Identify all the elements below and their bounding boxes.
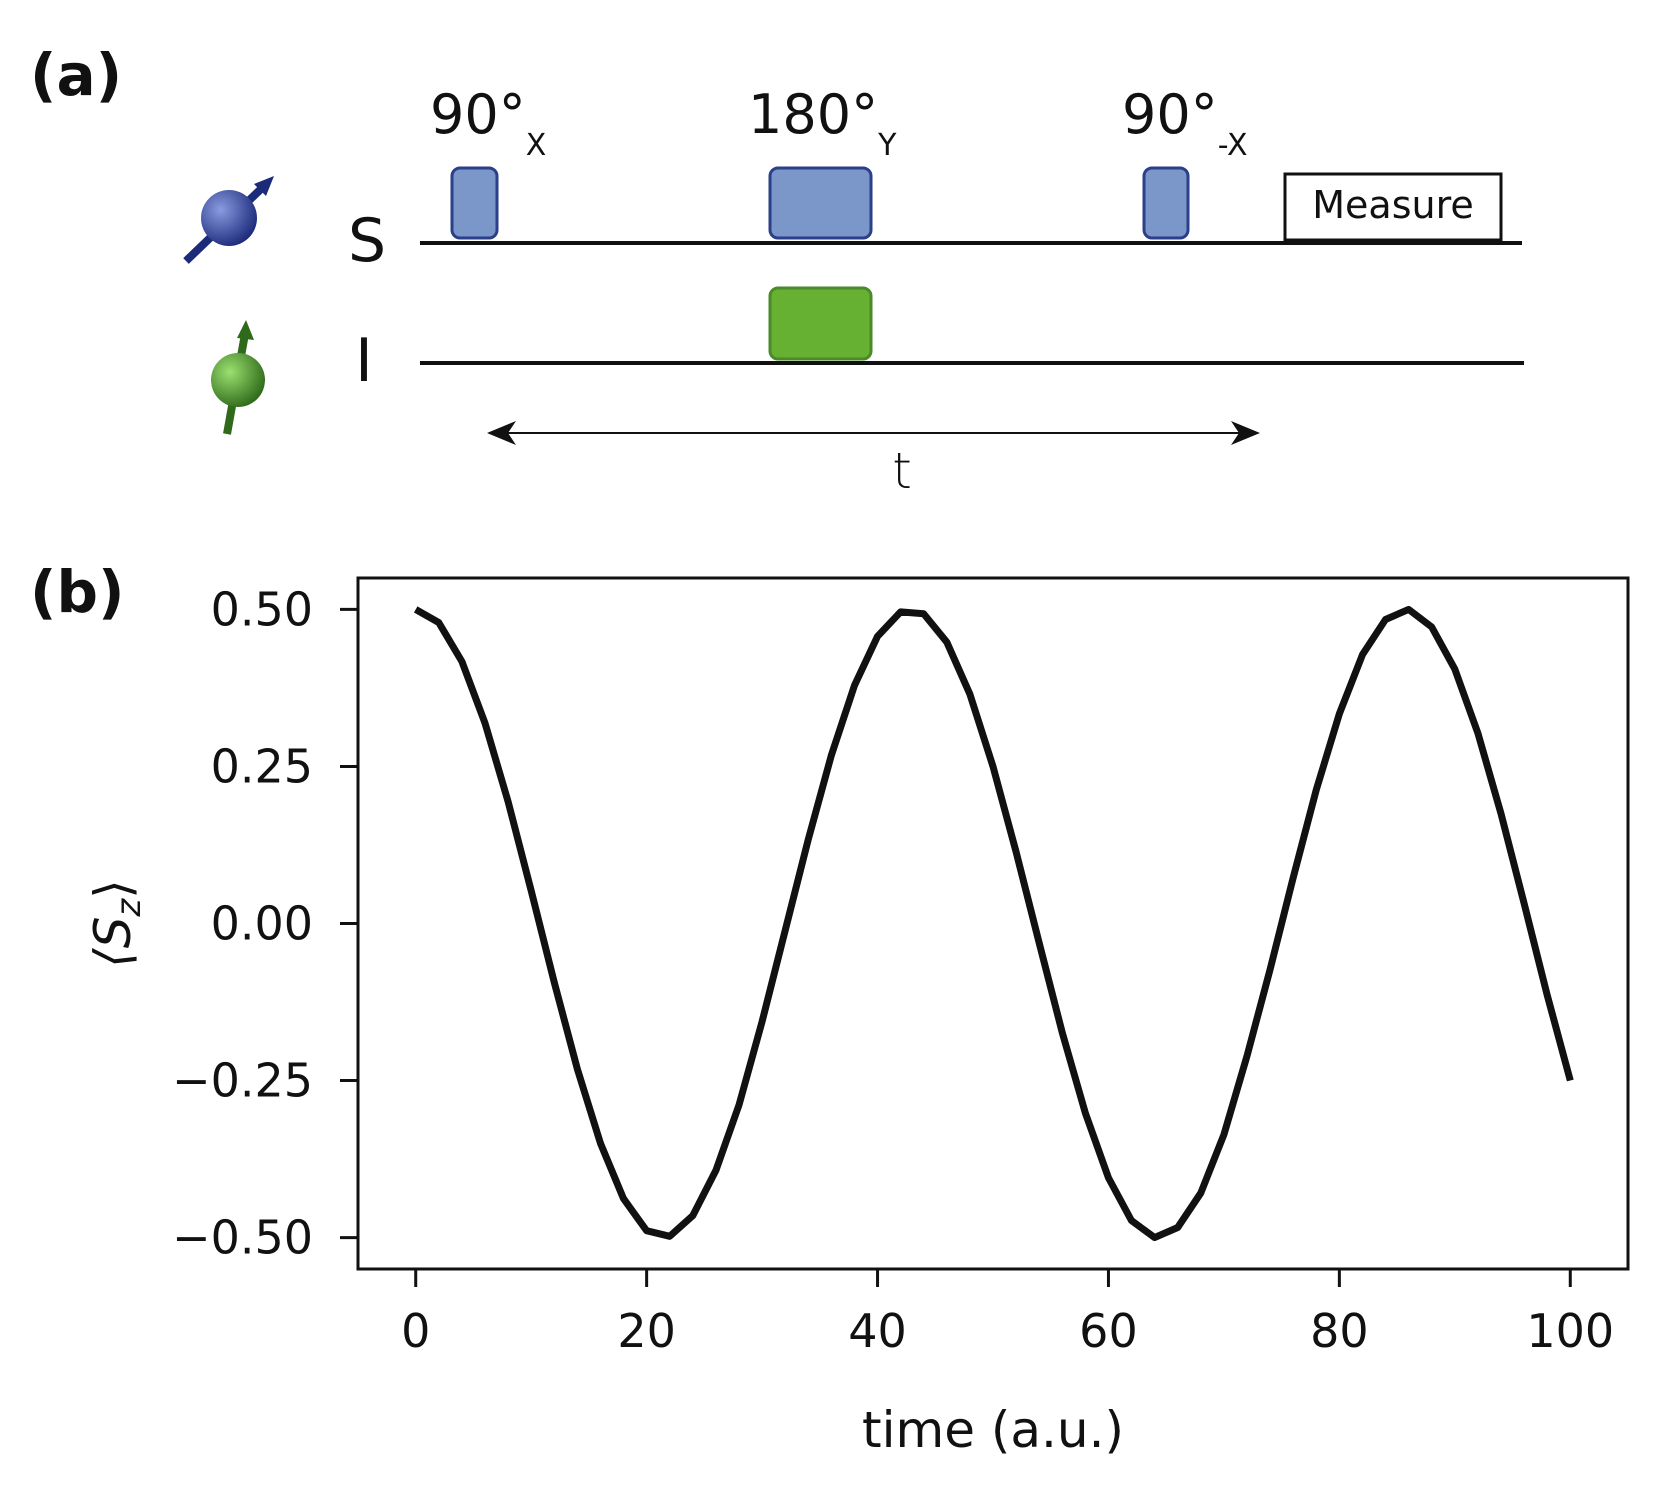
plot-frame [356, 576, 1630, 1271]
channel-label: I [355, 326, 373, 396]
spin-s-icon [183, 176, 274, 264]
pulse-axis: -X [1218, 128, 1248, 163]
pulse-axis: X [526, 128, 547, 163]
delay-label: t [892, 442, 912, 500]
measure-label: Measure [1312, 183, 1474, 227]
pulse-label: 90°X [430, 83, 546, 163]
panel-label: (b) [30, 558, 125, 626]
y-tick-label: −0.25 [172, 1054, 313, 1108]
x-axis-label: time (a.u.) [862, 1401, 1124, 1459]
x-tick-label: 40 [848, 1304, 907, 1358]
pulse [768, 286, 873, 361]
x-tick-label: 80 [1310, 1304, 1369, 1358]
pulse-label: 90°-X [1122, 83, 1248, 163]
x-tick-label: 20 [617, 1304, 676, 1358]
pulse [1142, 166, 1190, 240]
channel-label: S [348, 206, 386, 276]
arrow-head [1231, 421, 1260, 445]
y-axis-label-part: z [109, 898, 149, 918]
pulse-angle: 90° [430, 83, 526, 146]
arrow-head [487, 421, 516, 445]
measure-box [1283, 172, 1503, 242]
y-tick-label: 0.00 [211, 897, 313, 951]
y-tick-label: −0.50 [172, 1211, 313, 1265]
panel-label: (a) [30, 41, 122, 109]
x-tick-label: 0 [401, 1304, 430, 1358]
pulse-angle: 180° [748, 83, 878, 146]
data-line [413, 605, 1574, 1242]
x-tick-label: 100 [1526, 1304, 1614, 1358]
pulse-axis: Y [877, 128, 897, 163]
x-tick-label: 60 [1079, 1304, 1138, 1358]
pulse-angle: 90° [1122, 83, 1218, 146]
pulse [768, 166, 873, 240]
y-axis-label-part: ⟩ [84, 879, 142, 899]
y-axis-label: ⟨Sz⟩ [84, 879, 149, 968]
y-axis-label-part: ⟨S [84, 917, 142, 968]
spin-i-icon [211, 320, 265, 435]
pulse-label: 180°Y [748, 83, 897, 163]
y-tick-label: 0.25 [211, 739, 313, 793]
y-tick-label: 0.50 [211, 582, 313, 636]
pulse [450, 166, 499, 240]
